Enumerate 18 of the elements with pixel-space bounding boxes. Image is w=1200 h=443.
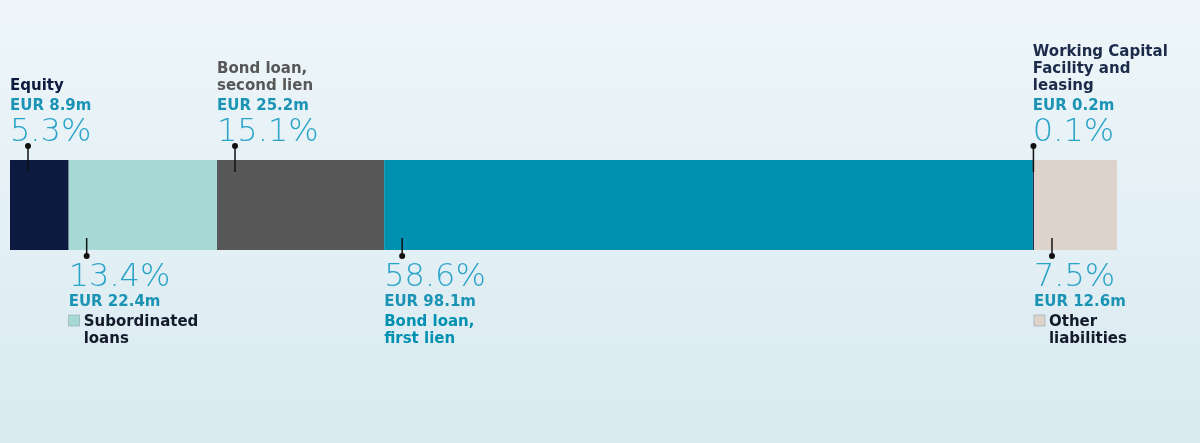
data-label: 5.3%	[10, 111, 92, 149]
text: EUR 0.2m	[1032, 96, 1115, 114]
text: EUR 12.6m	[1033, 292, 1126, 310]
text: Bond loan, first lien	[384, 312, 475, 347]
text: Equity	[10, 76, 64, 94]
text: Working Capital Facility and leasing	[1032, 42, 1168, 94]
text: EUR 25.2m	[217, 96, 309, 114]
data-label: 15.1%	[217, 111, 319, 149]
data-label: 0.1%	[1032, 111, 1115, 149]
data-label: 58.6%	[384, 256, 486, 294]
legend-label: Other liabilities	[1048, 312, 1128, 347]
text: Bond loan, second lien	[217, 59, 314, 94]
data-label: 13.4%	[68, 256, 171, 294]
data-label: 7.5%	[1033, 256, 1116, 294]
text: EUR 98.1m	[384, 292, 477, 310]
text: EUR 22.4m	[68, 292, 161, 310]
legend-label: Subordinated loans	[83, 312, 199, 347]
text: EUR 8.9m	[10, 96, 92, 114]
